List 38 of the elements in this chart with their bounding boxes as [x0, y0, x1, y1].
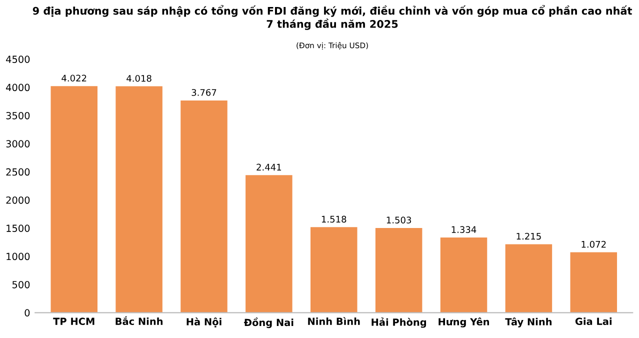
chart-title: 9 địa phương sau sáp nhập có tổng vốn FDI đăng ký mới, điều chỉnh và vốn góp mua cổ phần cao nhất 7 tháng đầu năm 2025 — [32, 5, 632, 30]
data-label: 1.334 — [452, 226, 476, 233]
y-tick-label: 4500 — [6, 56, 30, 63]
bar — [440, 238, 488, 313]
data-label: 1.518 — [322, 216, 346, 223]
x-tick-label: Hải Phòng — [372, 318, 426, 328]
data-label: 2.441 — [256, 164, 282, 170]
bar — [246, 175, 292, 313]
data-label: 1.072 — [582, 240, 606, 248]
x-tick-label: Đồng Nai — [244, 318, 294, 328]
bar — [505, 244, 552, 313]
x-tick-label: Gia Lai — [575, 318, 612, 326]
y-tick-label: 1000 — [6, 252, 30, 260]
data-label: 4.018 — [126, 74, 152, 82]
x-tick-label: Hưng Yên — [438, 318, 489, 328]
y-tick-label: 3000 — [6, 140, 30, 148]
bar — [180, 100, 228, 313]
x-tick-label: Tây Ninh — [505, 318, 552, 328]
y-tick-label: 500 — [12, 280, 30, 288]
bar — [375, 228, 422, 313]
y-tick-label: 0 — [24, 309, 30, 316]
bar — [50, 86, 98, 313]
x-tick-label: TP HCM — [53, 318, 94, 326]
data-label: 1.503 — [386, 216, 412, 224]
bar — [116, 86, 162, 313]
bar — [570, 252, 618, 313]
y-tick-label: 2500 — [6, 168, 30, 176]
y-tick-label: 2000 — [6, 196, 30, 204]
y-tick-label: 4000 — [6, 84, 30, 92]
data-label: 1.215 — [516, 232, 541, 240]
x-tick-label: Bắc Ninh — [116, 316, 163, 326]
bar — [310, 227, 358, 313]
data-label: 4.022 — [62, 74, 86, 82]
data-label: 3.767 — [192, 89, 216, 96]
y-tick-label: 1500 — [6, 224, 30, 232]
x-tick-label: Ninh Bình — [308, 317, 360, 325]
x-tick-label: Hà Nội — [186, 318, 222, 328]
y-tick-label: 3500 — [6, 112, 30, 120]
